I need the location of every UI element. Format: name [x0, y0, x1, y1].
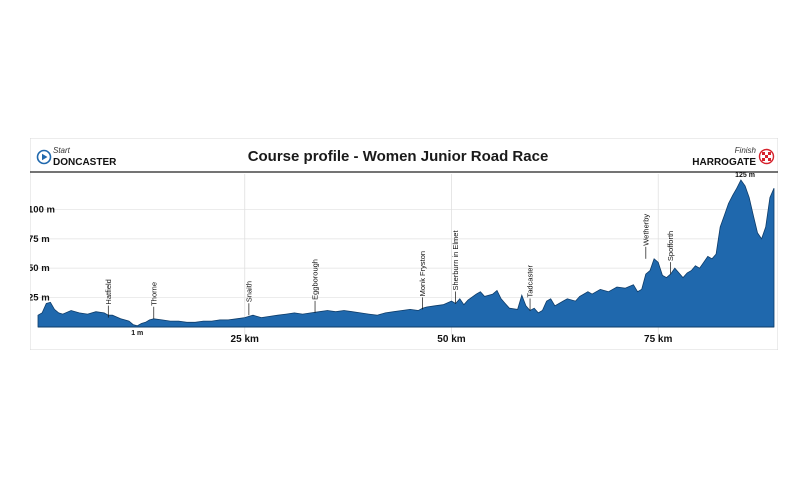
checkered-flag-icon	[758, 148, 775, 165]
finish-place: HARROGATE	[692, 157, 756, 168]
waypoint-label: Spofforth	[666, 231, 675, 261]
waypoint-label: Monk Fryston	[418, 251, 427, 296]
y-tick-label: 100 m	[30, 204, 55, 215]
axes-layer: 25 m 50 m 75 m 100 m 25 km 50 km 75 km	[30, 204, 673, 345]
play-circle-icon	[36, 149, 52, 165]
profile-layer	[37, 179, 775, 328]
waypoints-layer: Hatfield Thorne Snaith Eggborough Monk Fryst…	[104, 172, 755, 337]
chart-title: Course profile - Women Junior Road Race	[248, 148, 549, 165]
start-place: DONCASTER	[53, 157, 117, 168]
y-tick-label: 25 m	[30, 293, 50, 304]
waypoint-label: Snaith	[244, 281, 253, 302]
finish-label: Finish	[735, 146, 757, 155]
x-tick-label: 75 km	[644, 334, 672, 345]
waypoint-label: Thorne	[149, 282, 158, 306]
course-profile-panel: Start DONCASTER Course profile - Women J…	[30, 138, 778, 350]
waypoint-label: Sherburn in Elmet	[451, 230, 460, 291]
y-tick-label: 50 m	[30, 263, 50, 274]
waypoint-label: Tadcaster	[526, 265, 535, 298]
course-profile-chart: Start DONCASTER Course profile - Women J…	[30, 138, 778, 350]
elevation-annotation: 1 m	[131, 330, 143, 337]
elevation-area	[37, 179, 775, 328]
waypoint-label: Eggborough	[311, 259, 320, 300]
x-tick-label: 50 km	[437, 334, 465, 345]
elevation-annotation: 125 m	[735, 172, 755, 179]
waypoint-label: Hatfield	[104, 279, 113, 304]
start-label: Start	[53, 146, 71, 155]
y-tick-label: 75 m	[30, 234, 50, 245]
waypoint-label: Wetherby	[641, 214, 650, 246]
x-tick-label: 25 km	[231, 334, 259, 345]
